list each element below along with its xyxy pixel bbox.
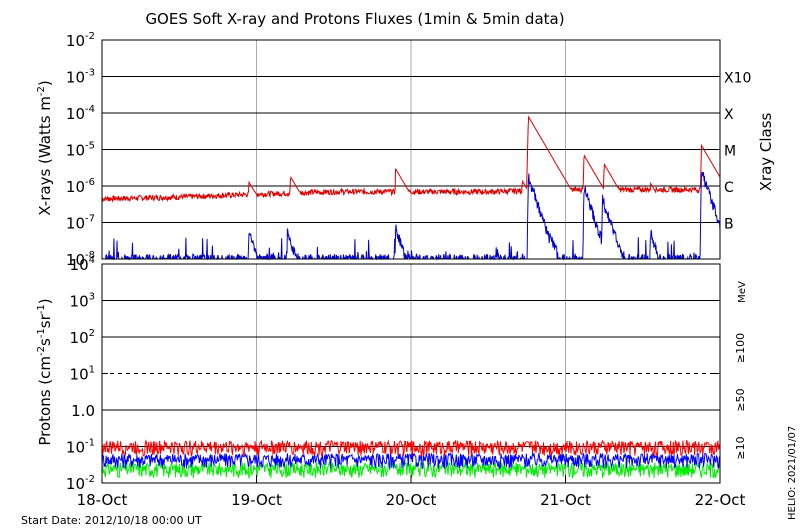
proton-series-label-10: ≥10 [734, 436, 747, 459]
proton-y-tick-label: 10-2 [66, 474, 95, 493]
proton-y-tick-label: 103 [70, 292, 95, 311]
start-date: Start Date: 2012/10/18 00:00 UT [21, 514, 202, 527]
xray-panel-frame [101, 39, 721, 260]
mev-unit-label: MeV [737, 281, 748, 303]
xray-class-tick-label: B [724, 217, 734, 233]
xray-ylabel: X-rays (Watts m-2) [36, 80, 54, 215]
chart-title: GOES Soft X-ray and Protons Fluxes (1min… [145, 10, 564, 28]
xray-class-tick-label: M [724, 144, 736, 160]
xray-y-tick-label: 10-2 [66, 31, 95, 50]
proton-series-label-50: ≥50 [734, 388, 747, 411]
proton-y-tick-label: 104 [70, 255, 95, 274]
xray-y-tick-label: 10-8 [66, 250, 95, 269]
x-tick-label: 22-Oct [695, 491, 746, 509]
xray-y-tick-label: 10-5 [66, 141, 95, 160]
xray-y-tick-label: 10-6 [66, 177, 95, 196]
x-tick-label: 18-Oct [77, 491, 128, 509]
proton-series-10 [101, 439, 721, 458]
proton-y-tick-label: 102 [70, 328, 95, 347]
xray-panel: X10 X M C B 10-8 10-7 10-6 10-5 10-4 10-3 10-2 [66, 31, 751, 269]
proton-y-tick-label: 10-1 [66, 438, 95, 457]
proton-ylabel: Protons (cm-2s-1sr-1) [36, 298, 54, 445]
xray-y-tick-label: 10-3 [66, 68, 95, 87]
proton-panel: 10-2 10-1 1.0 101 102 103 104 18-Oct 19-Oct 20-Oc… [66, 255, 746, 509]
x-tick-label: 21-Oct [540, 491, 591, 509]
xray-y-tick-label: 10-4 [66, 104, 95, 123]
credit-label: HELIO: 2021/01/07 [787, 426, 798, 520]
xray-class-label: Xray Class [757, 112, 775, 191]
xray-class-tick-label: C [724, 180, 734, 196]
x-tick-label: 19-Oct [231, 491, 282, 509]
proton-panel-frame [101, 263, 721, 484]
proton-y-tick-label: 1.0 [71, 402, 95, 420]
proton-series-100 [101, 460, 721, 480]
x-tick-label: 20-Oct [386, 491, 437, 509]
proton-series-50 [101, 452, 721, 470]
xray-y-tick-label: 10-7 [66, 214, 95, 233]
xray-class-tick-label: X [724, 107, 734, 123]
xray-class-tick-label: X10 [724, 71, 751, 87]
proton-series-label-100: ≥100 [734, 333, 747, 363]
proton-y-tick-label: 101 [70, 365, 95, 384]
xray-long-series [101, 115, 721, 203]
